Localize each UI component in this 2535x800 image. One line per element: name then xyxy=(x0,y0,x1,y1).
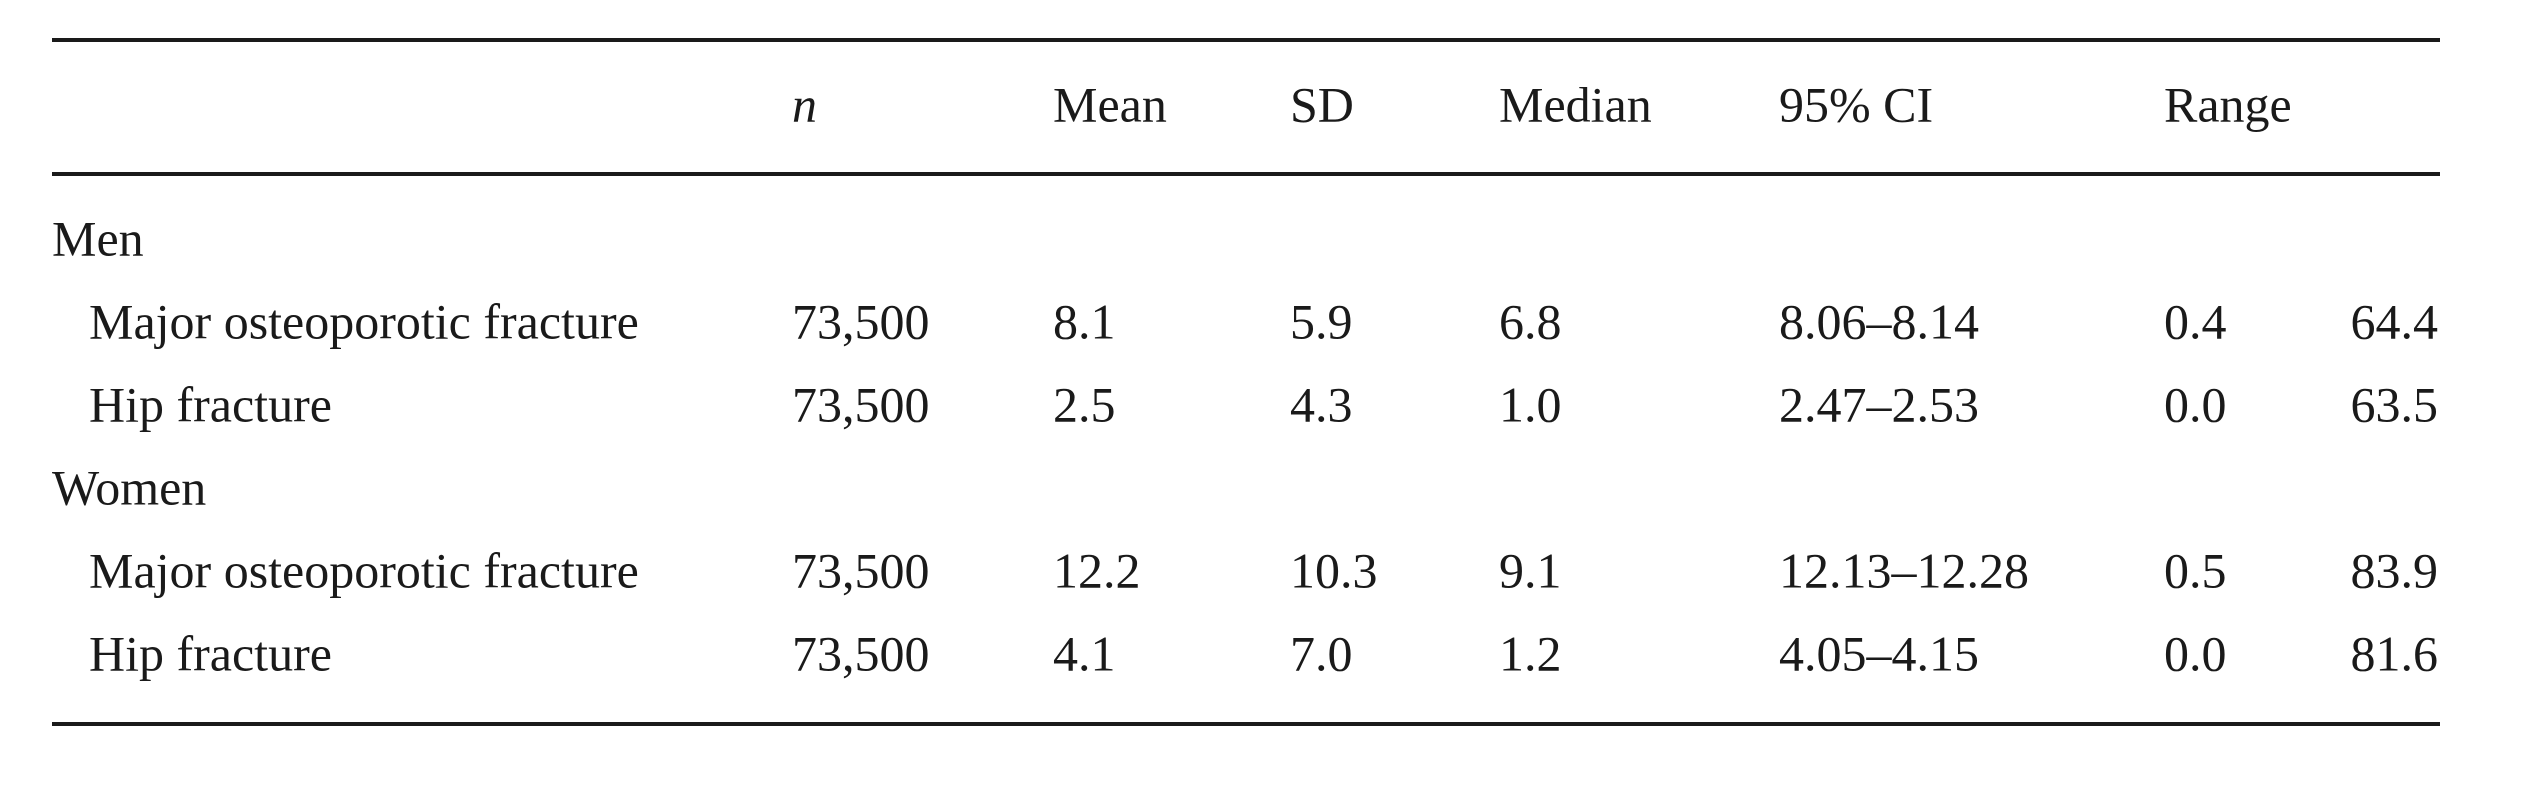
column-header: Range xyxy=(2164,76,2292,132)
cell: 73,500 xyxy=(792,542,930,598)
column-header: Mean xyxy=(1053,76,1167,132)
cell: 73,500 xyxy=(792,376,930,432)
column-header: SD xyxy=(1290,76,1354,132)
row-label: Major osteoporotic fracture xyxy=(89,542,639,598)
cell: 9.1 xyxy=(1499,542,1562,598)
cell: 1.2 xyxy=(1499,625,1562,681)
column-header: 95% CI xyxy=(1779,76,1933,132)
cell: 73,500 xyxy=(792,625,930,681)
cell: 6.8 xyxy=(1499,293,1562,349)
cell: 12.13–12.28 xyxy=(1779,542,2029,598)
cell: 63.5 xyxy=(2351,376,2439,432)
cell: 2.5 xyxy=(1053,376,1116,432)
column-header: n xyxy=(792,76,817,132)
group-label: Women xyxy=(52,459,206,515)
cell: 0.5 xyxy=(2164,542,2227,598)
cell: 4.05–4.15 xyxy=(1779,625,1979,681)
cell: 10.3 xyxy=(1290,542,1378,598)
cell: 0.0 xyxy=(2164,625,2227,681)
cell: 83.9 xyxy=(2351,542,2439,598)
cell: 7.0 xyxy=(1290,625,1353,681)
cell: 4.1 xyxy=(1053,625,1116,681)
cell: 8.06–8.14 xyxy=(1779,293,1979,349)
column-header: Median xyxy=(1499,76,1652,132)
cell: 2.47–2.53 xyxy=(1779,376,1979,432)
cell: 0.0 xyxy=(2164,376,2227,432)
row-label: Hip fracture xyxy=(89,625,332,681)
cell: 81.6 xyxy=(2351,625,2439,681)
cell: 73,500 xyxy=(792,293,930,349)
cell: 64.4 xyxy=(2351,293,2439,349)
cell: 4.3 xyxy=(1290,376,1353,432)
row-label: Major osteoporotic fracture xyxy=(89,293,639,349)
cell: 0.4 xyxy=(2164,293,2227,349)
row-label: Hip fracture xyxy=(89,376,332,432)
cell: 12.2 xyxy=(1053,542,1141,598)
group-label: Men xyxy=(52,210,144,266)
cell: 1.0 xyxy=(1499,376,1562,432)
cell: 8.1 xyxy=(1053,293,1116,349)
cell: 5.9 xyxy=(1290,293,1353,349)
